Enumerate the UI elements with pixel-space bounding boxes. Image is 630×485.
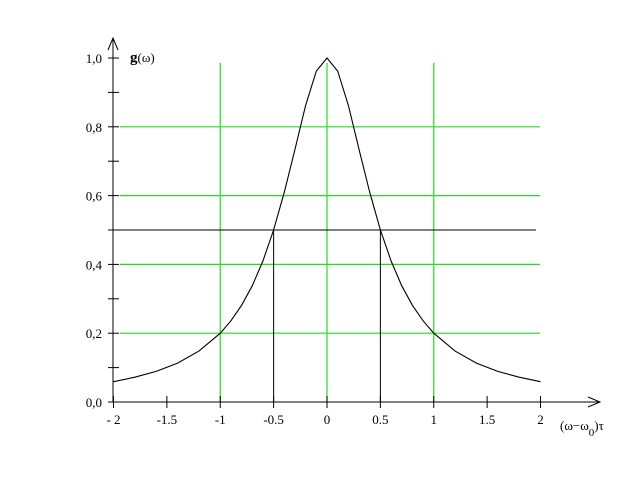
y-tick-label: 1,0 <box>86 51 102 66</box>
x-axis-arrow-icon <box>587 396 602 408</box>
y-tick-label: 0,2 <box>86 326 102 341</box>
x-axis-label: (ω−ω0)τ <box>560 418 604 439</box>
y-axis-arrow-icon <box>107 36 119 51</box>
series-line <box>113 57 541 383</box>
x-tick-label: -1 <box>215 412 226 427</box>
x-tick-label: 0.5 <box>372 412 388 427</box>
y-tick-label: 0,6 <box>86 189 103 204</box>
x-tick-label: 1.5 <box>479 412 495 427</box>
x-tick-label: 1 <box>431 412 438 427</box>
y-tick-label: 0,8 <box>86 120 102 135</box>
y-tick-label: 0,4 <box>86 257 103 272</box>
x-tick-label: - 2 <box>106 412 120 427</box>
y-tick-label: 0,0 <box>86 395 102 410</box>
x-tick-label: -0.5 <box>263 412 284 427</box>
x-tick-label: 0 <box>324 412 331 427</box>
x-tick-label: 2 <box>537 412 544 427</box>
x-tick-label: -1.5 <box>157 412 178 427</box>
y-axis-label: g(ω) <box>130 50 155 66</box>
